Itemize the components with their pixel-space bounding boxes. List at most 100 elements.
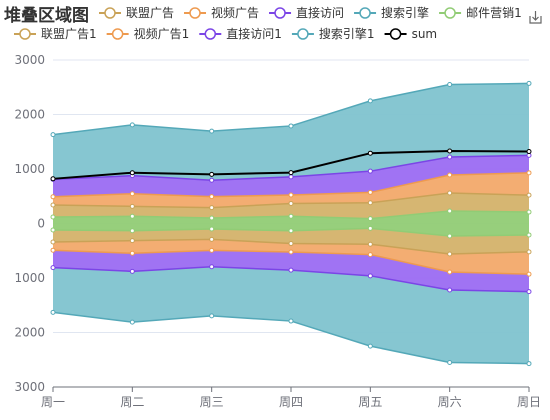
point-视频广告[interactable] [129,191,135,197]
x-tick-label: 周三 [200,395,224,409]
point-搜索引擎[interactable] [50,132,56,138]
point-直接访问[interactable] [367,168,373,174]
point-直接访问1[interactable] [526,289,532,295]
point-sum[interactable] [526,149,532,155]
point-邮件营销[interactable] [129,213,135,219]
point-sum[interactable] [288,170,294,176]
point-视频广告[interactable] [209,194,215,200]
point-搜索引擎1[interactable] [50,309,56,315]
point-邮件营销1[interactable] [288,228,294,234]
point-sum[interactable] [447,148,453,154]
point-直接访问[interactable] [209,177,215,183]
point-邮件营销[interactable] [447,208,453,214]
point-sum[interactable] [209,171,215,177]
point-搜索引擎[interactable] [288,123,294,129]
chart-title: 堆叠区域图 [4,5,89,26]
legend-swatch-marker [359,7,371,19]
point-直接访问[interactable] [447,154,453,160]
legend-swatch-marker [297,28,309,40]
point-邮件营销1[interactable] [447,233,453,239]
point-联盟广告1[interactable] [447,251,453,257]
point-直接访问1[interactable] [129,268,135,274]
y-tick-label: 2000 [14,108,45,122]
legend-item-邮件营销1[interactable]: 邮件营销1 [439,6,522,20]
point-视频广告[interactable] [526,170,532,176]
point-邮件营销[interactable] [526,209,532,215]
point-邮件营销[interactable] [209,215,215,221]
point-联盟广告[interactable] [447,190,453,196]
point-直接访问1[interactable] [288,267,294,273]
x-tick-label: 周六 [438,395,462,409]
point-sum[interactable] [129,170,135,176]
point-联盟广告[interactable] [526,192,532,198]
legend-item-搜索引擎1[interactable]: 搜索引擎1 [291,26,375,41]
point-联盟广告1[interactable] [288,241,294,247]
point-联盟广告1[interactable] [526,249,532,255]
save-as-image-icon[interactable] [529,11,542,24]
point-联盟广告1[interactable] [209,236,215,242]
point-搜索引擎[interactable] [129,122,135,128]
point-邮件营销1[interactable] [367,225,373,231]
point-视频广告1[interactable] [209,247,215,253]
point-搜索引擎[interactable] [447,82,453,88]
point-联盟广告1[interactable] [129,238,135,244]
point-邮件营销1[interactable] [209,226,215,232]
point-联盟广告[interactable] [367,200,373,206]
point-搜索引擎[interactable] [209,128,215,134]
point-视频广告[interactable] [288,192,294,198]
point-视频广告[interactable] [50,194,56,200]
point-视频广告1[interactable] [50,247,56,253]
legend-item-直接访问1[interactable]: 直接访问1 [199,26,282,41]
point-搜索引擎1[interactable] [447,359,453,365]
point-联盟广告[interactable] [209,205,215,211]
legend-item-sum[interactable]: sum [384,27,438,41]
legend-swatch-marker [389,28,402,40]
y-tick-label: 3000 [14,53,45,67]
area-搜索引擎1 [53,266,529,364]
legend-item-联盟广告[interactable]: 联盟广告 [99,6,174,20]
point-sum[interactable] [367,150,373,156]
point-视频广告1[interactable] [129,250,135,256]
point-直接访问1[interactable] [447,287,453,293]
point-搜索引擎[interactable] [526,80,532,86]
point-直接访问[interactable] [288,174,294,180]
point-搜索引擎1[interactable] [526,361,532,367]
point-搜索引擎[interactable] [367,98,373,104]
point-sum[interactable] [50,176,56,182]
point-联盟广告[interactable] [288,200,294,206]
point-邮件营销1[interactable] [526,232,532,238]
point-直接访问1[interactable] [50,265,56,271]
point-视频广告[interactable] [447,172,453,178]
point-搜索引擎1[interactable] [209,313,215,319]
point-联盟广告[interactable] [50,202,56,208]
point-视频广告1[interactable] [526,271,532,277]
point-直接访问1[interactable] [367,273,373,279]
area-搜索引擎 [53,83,529,181]
legend-item-视频广告1[interactable]: 视频广告1 [106,26,190,41]
point-联盟广告1[interactable] [50,239,56,245]
legend-item-联盟广告1[interactable]: 联盟广告1 [14,27,97,41]
point-邮件营销1[interactable] [129,228,135,234]
x-tick-label: 周一 [41,395,65,409]
legend-item-视频广告[interactable]: 视频广告 [184,5,259,20]
legend-label: 联盟广告1 [41,27,97,41]
point-联盟广告1[interactable] [367,241,373,247]
area-直接访问1 [53,250,529,292]
legend-item-搜索引擎[interactable]: 搜索引擎 [354,5,429,20]
legend-label: 邮件营销1 [466,6,522,20]
point-邮件营销1[interactable] [50,227,56,233]
point-直接访问1[interactable] [209,264,215,270]
point-视频广告1[interactable] [447,269,453,275]
point-搜索引擎1[interactable] [367,343,373,349]
point-视频广告1[interactable] [367,252,373,258]
point-视频广告1[interactable] [288,249,294,255]
point-搜索引擎1[interactable] [288,318,294,324]
point-联盟广告[interactable] [129,203,135,209]
point-搜索引擎1[interactable] [129,319,135,325]
point-视频广告[interactable] [367,189,373,195]
point-邮件营销[interactable] [367,216,373,222]
point-邮件营销[interactable] [50,214,56,220]
point-邮件营销[interactable] [288,213,294,219]
legend-item-直接访问[interactable]: 直接访问 [269,5,344,20]
